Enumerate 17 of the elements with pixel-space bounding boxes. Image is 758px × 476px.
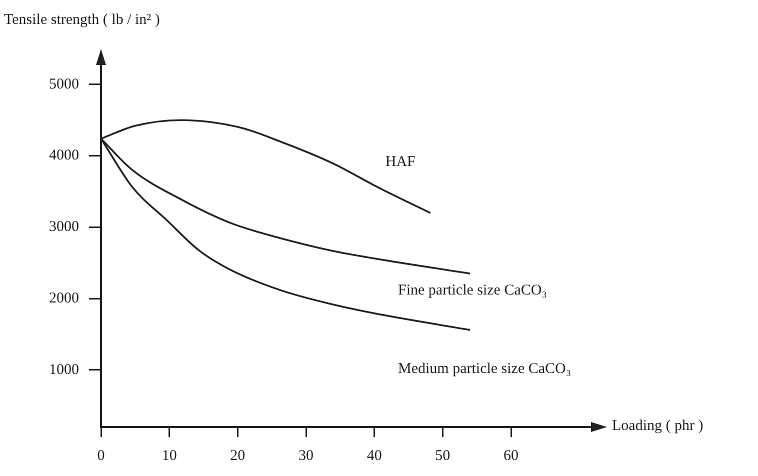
y-tick-label: 2000 — [49, 290, 79, 306]
x-tick-label: 30 — [298, 448, 314, 464]
x-tick-label: 40 — [366, 448, 382, 464]
text: Medium particle size CaCO₃ — [398, 360, 572, 377]
y-tick-label: 4000 — [49, 148, 79, 164]
x-tick-label: 50 — [435, 448, 450, 464]
x-tick-label: 20 — [230, 448, 246, 464]
series-label: HAF — [385, 154, 416, 170]
x-tick-label: 0 — [97, 448, 105, 464]
x-tick-label: 60 — [504, 448, 518, 464]
y-tick-label: 1000 — [49, 362, 79, 378]
y-axis-title: Tensile strength ( lb / in² ) — [4, 12, 160, 29]
y-tick-label: 5000 — [49, 76, 79, 92]
x-tick-label: 10 — [162, 448, 177, 464]
series-label: Fine particle size CaCO₃ — [398, 282, 547, 298]
x-axis-title: Loading ( phr ) — [612, 418, 704, 435]
y-tick-label: 3000 — [49, 219, 79, 236]
